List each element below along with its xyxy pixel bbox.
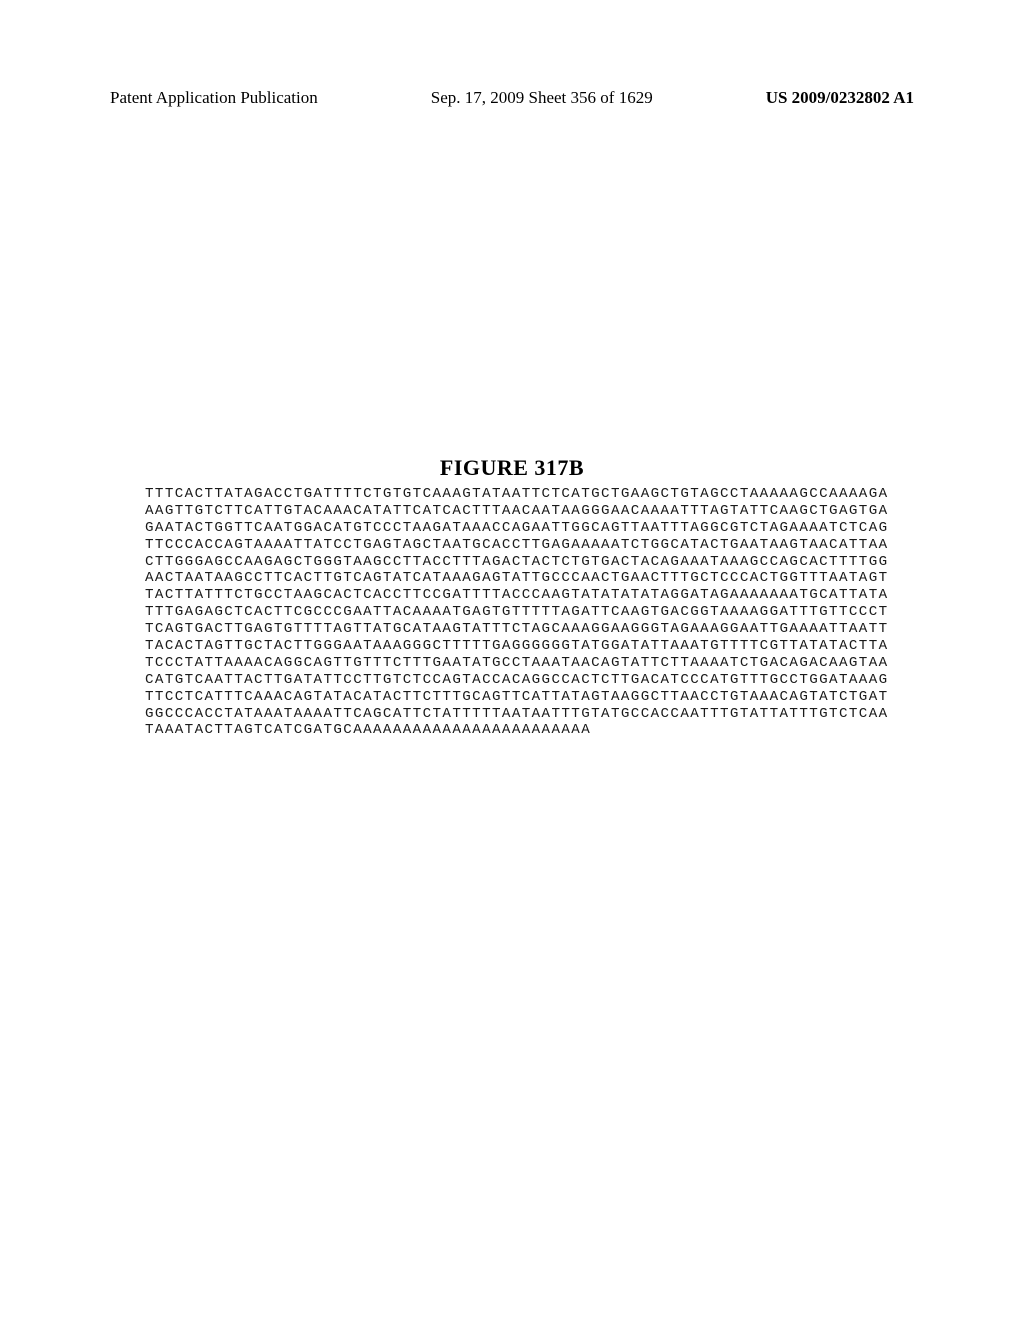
- figure-title: FIGURE 317B: [0, 455, 1024, 481]
- header-patent-number: US 2009/0232802 A1: [766, 88, 914, 108]
- header-date-sheet: Sep. 17, 2009 Sheet 356 of 1629: [431, 88, 653, 108]
- dna-sequence-block: TTTCACTTATAGACCTGATTTTCTGTGTCAAAGTATAATT…: [145, 486, 889, 739]
- header-publication: Patent Application Publication: [110, 88, 318, 108]
- page-header: Patent Application Publication Sep. 17, …: [0, 88, 1024, 108]
